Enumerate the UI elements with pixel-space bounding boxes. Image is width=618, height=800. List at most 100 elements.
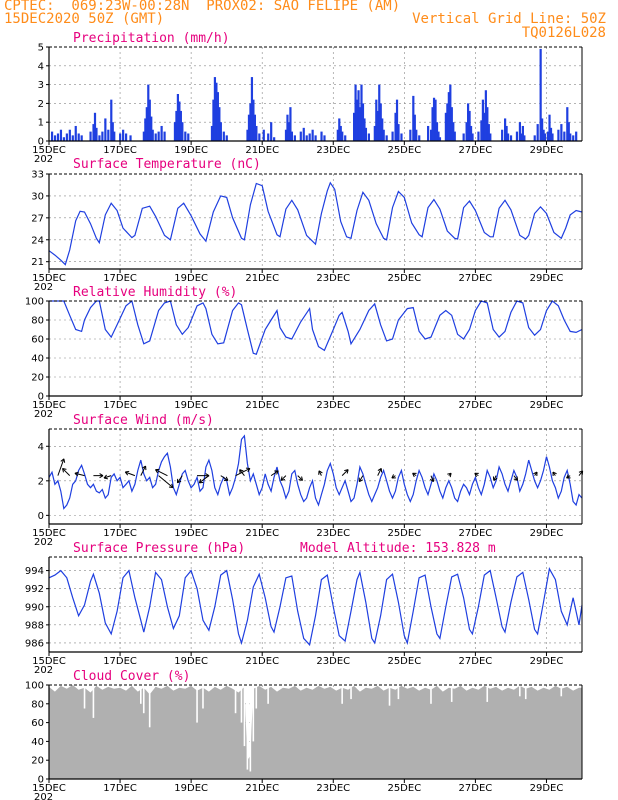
precip-bar [255, 125, 258, 141]
precip-bar [520, 133, 523, 141]
precip-bar [548, 114, 551, 141]
x-tick-label: 19DEC [174, 656, 208, 667]
cloud-gap [148, 685, 151, 728]
precip-bar [446, 103, 449, 141]
wind-arrow-head [245, 467, 251, 473]
cloud-area [49, 685, 582, 779]
precip-bar [509, 135, 513, 141]
y-tick-label: 994 [25, 566, 44, 577]
x-tick-label: 23DEC [316, 273, 350, 284]
precip-bar [483, 112, 486, 141]
wind-arrow-head [274, 470, 279, 475]
wind-arrow-head [168, 483, 174, 489]
precip-bar [501, 129, 504, 141]
y-tick-label: 27 [31, 213, 44, 224]
cloud-gap [341, 685, 343, 704]
precip-bar [541, 118, 544, 141]
wind-arrow-head [239, 469, 244, 474]
wind-arrow [199, 475, 210, 484]
header-model-id: TQ0126L028 [521, 25, 606, 41]
precip-bar [77, 133, 80, 141]
precip-bar [360, 84, 363, 141]
precip-bar [572, 135, 575, 141]
wind-arrow [103, 475, 112, 479]
precip-bar [395, 99, 399, 141]
precip-bar [378, 84, 381, 141]
wind-arrow [155, 469, 168, 477]
panel-subtitle: Model Altitude: 153.828 m [300, 541, 496, 556]
wind-arrow-head [298, 476, 304, 481]
panel-cloud: 0 20 40 60 80 100 15DEC 17DEC 19DEC 21DEC 23DEC 25D… [25, 669, 583, 800]
precip-bar [148, 99, 151, 141]
precip-bar [142, 131, 145, 141]
precip-bar [68, 129, 71, 141]
wind-arrow-head [124, 470, 130, 476]
wind-arrow [125, 471, 136, 477]
precip-bar [122, 129, 125, 141]
wind-arrow [220, 475, 229, 481]
precip-bar [225, 135, 228, 141]
y-tick-label: 0 [38, 392, 44, 403]
y-tick-label: 20 [31, 756, 44, 767]
precip-bar [466, 103, 470, 141]
x-tick-label: 17DEC [103, 783, 137, 794]
precip-bar [521, 125, 524, 141]
precip-bar [253, 114, 256, 141]
panel-title: Surface Wind (m/s) [73, 413, 214, 428]
precip-bar [469, 125, 473, 141]
x-tick-label: 21DEC [245, 400, 279, 411]
cloud-gap [252, 685, 255, 742]
panel-wind: 0 2 4 15DEC 17DEC 19DEC 21DEC 23DEC 25DEC 27DEC 29… [32, 413, 584, 548]
precip-bar [50, 131, 54, 141]
precip-bar [373, 125, 376, 141]
precip-bar [382, 129, 385, 141]
cloud-gap [243, 685, 246, 747]
x-tick-year: 202 [34, 154, 53, 165]
precip-bar [363, 118, 366, 141]
x-tick-label: 19DEC [174, 783, 208, 794]
precip-bar [413, 114, 416, 141]
precip-bar [551, 133, 554, 141]
x-tick-year: 202 [34, 537, 53, 548]
precip-bar [71, 135, 74, 141]
x-tick-label: 25DEC [387, 656, 421, 667]
wind-arrow-head [141, 465, 147, 471]
precip-bar [415, 129, 418, 141]
precip-bar [543, 133, 547, 141]
precip-bar [323, 135, 326, 141]
precip-bar [394, 112, 397, 141]
precip-bar [546, 131, 550, 141]
precip-bar [213, 77, 217, 141]
wind-arrow [177, 475, 183, 484]
precip-bar [560, 124, 563, 141]
precip-bar [290, 131, 294, 141]
precip-bar [113, 131, 116, 141]
precip-bar [355, 99, 359, 141]
x-tick-label: 19DEC [174, 400, 208, 411]
precip-bar [471, 133, 474, 141]
wind-arrow [430, 475, 434, 482]
y-tick-label: 988 [25, 620, 44, 631]
precip-bar [110, 99, 113, 141]
y-tick-label: 21 [31, 257, 44, 268]
precip-bar [468, 110, 471, 141]
precip-bar [176, 94, 180, 141]
precip-bar [452, 122, 455, 141]
wind-arrow [358, 475, 364, 482]
x-tick-year: 202 [34, 282, 53, 293]
cloud-gap [560, 685, 563, 697]
cloud-gap [142, 685, 145, 714]
precip-bar [536, 124, 539, 141]
wind-arrow-head [62, 467, 67, 473]
x-tick-label: 29DEC [530, 145, 564, 156]
x-tick-label: 21DEC [245, 783, 279, 794]
precip-bar [432, 97, 436, 141]
precip-bar [480, 120, 483, 141]
y-tick-label: 2 [38, 99, 44, 110]
precip-bar [150, 116, 153, 141]
x-tick-label: 15DEC [32, 145, 66, 156]
precip-bar [89, 131, 92, 141]
precip-bar [557, 129, 560, 141]
precip-bar [216, 92, 219, 141]
wind-arrow-head [155, 468, 160, 474]
